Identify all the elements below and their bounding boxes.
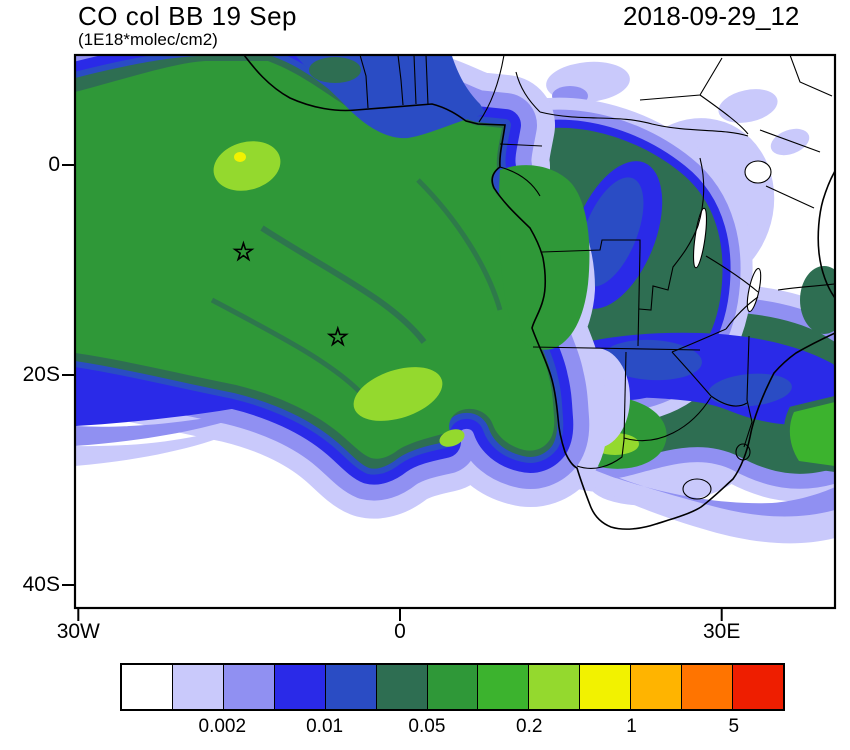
- star-marker: [326, 325, 349, 347]
- colorbar-tick-label: 0.05: [408, 716, 446, 737]
- colorbar-cell: [630, 665, 682, 709]
- colorbar-cell: [732, 665, 783, 709]
- y-axis-label: 20S: [22, 363, 60, 386]
- coastline: [243, 56, 834, 530]
- colorbar-cell: [171, 665, 223, 709]
- colorbar-cell: [579, 665, 631, 709]
- contour-field: [76, 56, 834, 607]
- lake-victoria: [744, 160, 772, 184]
- colorbar-cell: [273, 665, 325, 709]
- x-axis-label: 30E: [703, 620, 741, 643]
- star-marker: [232, 240, 255, 262]
- colorbar: [120, 663, 785, 711]
- colorbar-cell: [681, 665, 733, 709]
- x-axis-label: 30W: [56, 620, 100, 643]
- figure-title: CO col BB 19 Sep: [78, 1, 297, 31]
- lake-malawi: [746, 267, 762, 313]
- colorbar-cell: [222, 665, 274, 709]
- colorbar-tick-label: 0.2: [516, 716, 543, 737]
- x-axis-label: 0: [394, 620, 406, 643]
- colorbar-cell: [426, 665, 478, 709]
- swaziland-border: [735, 443, 751, 461]
- lake-tanganyika: [692, 207, 708, 269]
- figure-units: (1E18*molec/cm2): [78, 30, 218, 49]
- star-markers: [232, 240, 349, 347]
- colorbar-tick-label: 0.01: [306, 716, 344, 737]
- country-borders: [359, 56, 834, 500]
- axis-ticks: [62, 164, 723, 621]
- colorbar-cell: [324, 665, 376, 709]
- lesotho-border: [682, 478, 712, 500]
- figure-timestamp: 2018-09-29_12: [623, 1, 800, 31]
- colorbar-cell: [122, 665, 172, 709]
- y-axis-label: 0: [48, 153, 60, 176]
- colorbar-cell: [375, 665, 427, 709]
- colorbar-tick-label: 5: [728, 716, 740, 737]
- y-axis-label: 40S: [22, 573, 60, 596]
- colorbar-tick-label: 0.002: [198, 716, 247, 737]
- plot-frame: [73, 53, 837, 610]
- colorbar-cell: [477, 665, 529, 709]
- colorbar-tick-label: 1: [626, 716, 637, 737]
- colorbar-cell: [528, 665, 580, 709]
